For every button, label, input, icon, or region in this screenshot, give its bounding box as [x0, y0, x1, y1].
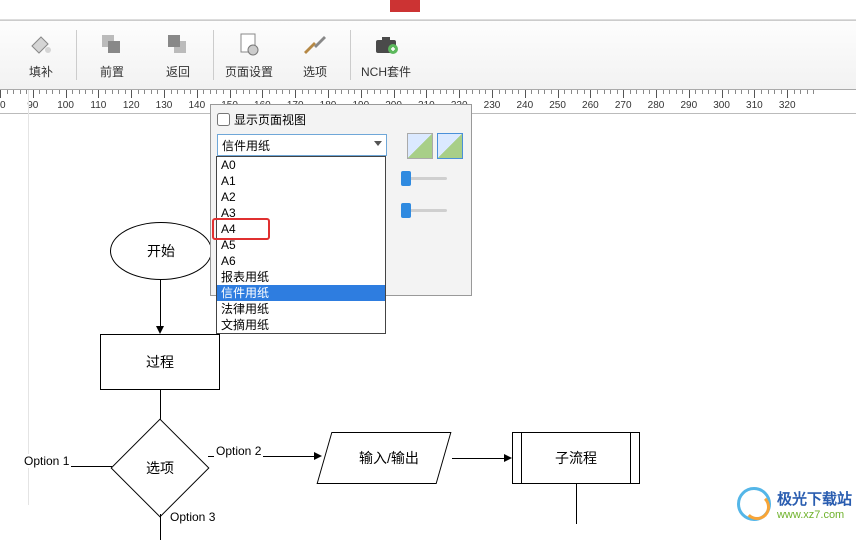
ruler-number: 120 — [123, 100, 140, 111]
nch-suite-button[interactable]: NCH套件 — [353, 25, 419, 85]
bring-front-button[interactable]: 前置 — [79, 25, 145, 85]
ruler-number: 230 — [484, 100, 501, 111]
slider-thumb-icon — [401, 171, 411, 186]
ruler-number: 130 — [156, 100, 173, 111]
arrow-down-icon — [156, 326, 164, 334]
back-label: 返回 — [166, 63, 190, 80]
watermark-logo-icon — [737, 487, 771, 521]
slider-row-2 — [401, 209, 447, 212]
page-setup-label: 页面设置 — [225, 63, 273, 80]
fc-io-label: 输入/输出 — [334, 448, 444, 468]
edge-label-opt2: Option 2 — [214, 444, 263, 458]
send-back-button[interactable]: 返回 — [145, 25, 211, 85]
paper-option[interactable]: A4 — [217, 221, 385, 237]
briefcase-icon — [372, 31, 400, 59]
page-setup-icon — [235, 31, 263, 59]
connector — [576, 484, 577, 524]
separator — [350, 30, 351, 80]
page-setup-button[interactable]: 页面设置 — [216, 25, 282, 85]
watermark: 极光下载站 www.xz7.com — [737, 487, 852, 521]
orientation-landscape[interactable] — [437, 133, 463, 159]
slider-row-1 — [401, 177, 447, 180]
separator — [76, 30, 77, 80]
slider-1[interactable] — [401, 177, 447, 180]
ruler-number: 140 — [188, 100, 205, 111]
ruler-number: 110 — [90, 100, 106, 111]
ruler-number: 260 — [582, 100, 599, 111]
ruler-number: 240 — [516, 100, 533, 111]
slider-2[interactable] — [401, 209, 447, 212]
paper-option[interactable]: A5 — [217, 237, 385, 253]
separator — [213, 30, 214, 80]
orientation-thumbs — [407, 133, 463, 159]
paper-option[interactable]: A2 — [217, 189, 385, 205]
tools-icon — [301, 31, 329, 59]
paper-option[interactable]: 报表用纸 — [217, 269, 385, 285]
paper-option[interactable]: A1 — [217, 173, 385, 189]
ruler-number: 80 — [0, 100, 6, 111]
paint-bucket-icon — [27, 31, 55, 59]
fill-button[interactable]: 填补 — [8, 25, 74, 85]
paper-option[interactable]: A0 — [217, 157, 385, 173]
send-back-icon — [164, 31, 192, 59]
arrow-right-icon — [504, 454, 512, 462]
toolbar: 填补 前置 返回 页面设置 选项 NCH套件 — [0, 20, 856, 90]
ruler-number: 270 — [615, 100, 632, 111]
ruler-number: 310 — [746, 100, 763, 111]
grid-line — [28, 90, 29, 505]
bring-front-icon — [98, 31, 126, 59]
options-label: 选项 — [303, 63, 327, 80]
paper-option[interactable]: 信件用纸 — [217, 285, 385, 301]
ruler-number: 100 — [57, 100, 74, 111]
edge-label-opt3: Option 3 — [168, 510, 217, 524]
fc-process-label: 过程 — [146, 352, 174, 372]
paper-option[interactable]: 文摘用纸 — [217, 317, 385, 333]
options-button[interactable]: 选项 — [282, 25, 348, 85]
ruler-number: 290 — [680, 100, 697, 111]
show-page-view-label: 显示页面视图 — [234, 111, 306, 128]
fc-start-node[interactable]: 开始 — [110, 222, 212, 280]
fc-process-node[interactable]: 过程 — [100, 334, 220, 390]
nch-label: NCH套件 — [361, 63, 411, 80]
ruler-number: 300 — [713, 100, 730, 111]
slider-thumb-icon — [401, 203, 411, 218]
edge-label-opt1: Option 1 — [22, 454, 71, 468]
show-page-view-checkbox[interactable] — [217, 113, 230, 126]
fc-subprocess-label: 子流程 — [513, 433, 639, 483]
connector — [452, 458, 506, 459]
connector — [160, 514, 161, 540]
chevron-down-icon — [374, 141, 382, 146]
watermark-title: 极光下载站 — [777, 488, 852, 509]
fc-start-label: 开始 — [147, 241, 175, 261]
arrow-right-icon — [314, 452, 322, 460]
ruler-number: 320 — [779, 100, 796, 111]
top-bar — [0, 0, 856, 20]
fc-decision-node[interactable]: 选项 — [112, 420, 208, 516]
paper-option[interactable]: A6 — [217, 253, 385, 269]
fc-decision-label: 选项 — [146, 458, 174, 478]
red-indicator — [390, 0, 420, 12]
ruler-number: 250 — [549, 100, 566, 111]
connector — [160, 280, 161, 328]
watermark-url: www.xz7.com — [777, 509, 852, 521]
paper-size-selected: 信件用纸 — [222, 137, 270, 154]
front-label: 前置 — [100, 63, 124, 80]
fill-label: 填补 — [29, 63, 53, 80]
paper-option[interactable]: A3 — [217, 205, 385, 221]
paper-size-select[interactable]: 信件用纸 — [217, 134, 387, 156]
paper-size-dropdown[interactable]: A0A1A2A3A4A5A6报表用纸信件用纸法律用纸文摘用纸 — [216, 156, 386, 334]
ruler-number: 280 — [648, 100, 665, 111]
orientation-portrait[interactable] — [407, 133, 433, 159]
paper-option[interactable]: 法律用纸 — [217, 301, 385, 317]
fc-subprocess-node[interactable]: 子流程 — [512, 432, 640, 484]
